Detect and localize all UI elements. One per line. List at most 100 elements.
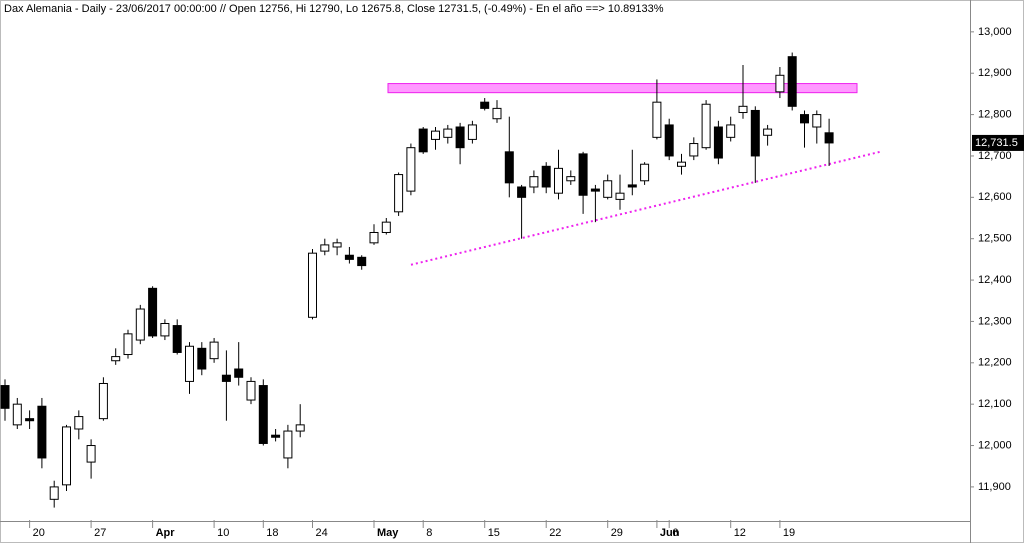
candle-body xyxy=(98,382,108,420)
candle-body xyxy=(517,186,527,198)
y-tick-label: 12,500 xyxy=(978,233,1012,245)
candle-body xyxy=(357,256,367,267)
y-tick-label: 12,600 xyxy=(978,191,1012,203)
x-tick-label: 10 xyxy=(217,527,229,539)
candle-body xyxy=(0,385,10,409)
candle-body xyxy=(578,153,588,196)
candle-body xyxy=(160,323,170,337)
candle-body xyxy=(12,403,22,426)
candle-body xyxy=(283,430,293,459)
x-tick-label: 27 xyxy=(94,527,106,539)
candle-body xyxy=(197,347,207,370)
y-tick-label: 12,700 xyxy=(978,150,1012,162)
x-tick-label: 8 xyxy=(426,527,432,539)
y-tick-label: 12,100 xyxy=(978,398,1012,410)
candle-body xyxy=(504,151,514,184)
x-tick-label: 22 xyxy=(549,527,561,539)
candle-body xyxy=(554,167,563,194)
y-tick-label: 12,200 xyxy=(978,357,1012,369)
candle-body xyxy=(74,416,84,430)
candle-body xyxy=(541,165,551,188)
candle-body xyxy=(258,385,268,444)
candle-body xyxy=(812,114,822,128)
y-tick-label: 12,300 xyxy=(978,315,1012,327)
x-tick-label: 18 xyxy=(266,527,278,539)
candle-body xyxy=(418,128,428,153)
candle-body xyxy=(726,124,736,138)
candle-body xyxy=(320,244,330,252)
candle-body xyxy=(443,128,453,138)
candle-body xyxy=(455,126,465,149)
candle-body xyxy=(172,325,182,353)
candle-body xyxy=(234,368,244,378)
x-tick-label: Jun xyxy=(660,527,680,539)
candle-body xyxy=(590,188,600,192)
x-tick-label: 6 xyxy=(672,527,678,539)
candle-body xyxy=(135,308,145,341)
candle-body xyxy=(800,114,809,124)
y-tick-label: 13,000 xyxy=(978,26,1012,38)
candle-body xyxy=(677,161,686,167)
candle-body xyxy=(37,405,47,459)
y-tick-label: 12,000 xyxy=(978,439,1012,451)
candle-body xyxy=(787,56,797,107)
candle-body xyxy=(603,180,613,198)
last-price-box xyxy=(972,134,1024,151)
candle-body xyxy=(25,418,35,422)
candle-body xyxy=(221,374,231,382)
candle-body xyxy=(394,174,404,213)
resistance-zone xyxy=(387,83,858,94)
candle-body xyxy=(529,176,539,188)
x-tick-label: May xyxy=(377,527,399,539)
candle-body xyxy=(615,192,625,200)
candle-body xyxy=(209,341,219,360)
candle-body xyxy=(49,486,59,500)
y-tick-label: 12,400 xyxy=(978,274,1012,286)
candle-body xyxy=(123,333,133,356)
y-tick-label: 12,800 xyxy=(978,108,1012,120)
candle-body xyxy=(763,128,773,136)
x-tick-label: 15 xyxy=(488,527,500,539)
candle-body xyxy=(185,345,194,382)
x-tick-label: 12 xyxy=(734,527,746,539)
candle-body xyxy=(332,242,342,248)
y-tick-label: 12,900 xyxy=(978,67,1012,79)
candle-body xyxy=(480,101,490,109)
candle-body xyxy=(344,254,354,260)
candle-body xyxy=(701,103,711,149)
candle-body xyxy=(111,356,121,362)
candle-body xyxy=(271,434,281,438)
trendline xyxy=(410,150,881,266)
candle-body xyxy=(640,163,650,182)
candle-body xyxy=(406,147,416,192)
candle-body xyxy=(295,424,305,432)
candle-body xyxy=(86,445,96,463)
candle-body xyxy=(824,132,834,144)
candle-body xyxy=(492,107,502,120)
last-price-label: 12,731.5 xyxy=(975,137,1018,149)
candle-body xyxy=(664,124,674,157)
candle-body xyxy=(62,426,71,486)
candle-body xyxy=(775,74,785,93)
candle-body xyxy=(308,252,317,318)
candle-body xyxy=(369,231,379,244)
candle-body xyxy=(566,176,576,182)
candle-body xyxy=(381,221,391,233)
candle-body xyxy=(431,130,440,140)
candle-body xyxy=(738,105,748,114)
x-tick-label: 19 xyxy=(783,527,795,539)
candle-body xyxy=(713,126,723,159)
candle-body xyxy=(750,109,760,157)
candle-body xyxy=(246,380,256,401)
x-tick-label: Apr xyxy=(156,527,176,539)
candle-body xyxy=(148,287,158,337)
y-tick-label: 11,900 xyxy=(978,481,1011,493)
x-tick-label: 29 xyxy=(611,527,623,539)
x-tick-label: 24 xyxy=(316,527,328,539)
candle-body xyxy=(467,124,477,140)
x-tick-label: 20 xyxy=(33,527,45,539)
chart-title: Dax Alemania - Daily - 23/06/2017 00:00:… xyxy=(4,3,664,15)
candle-body xyxy=(627,184,637,188)
